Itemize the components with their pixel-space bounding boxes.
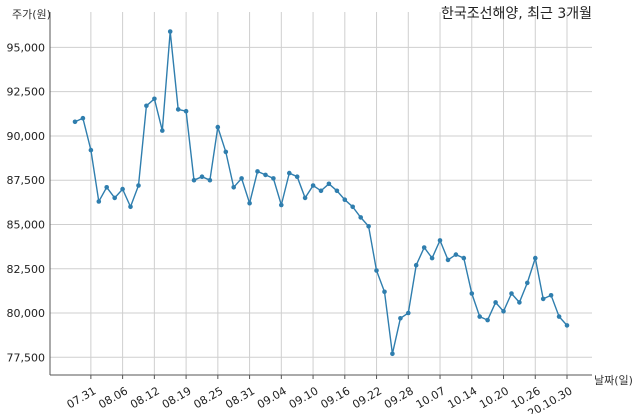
data-point: [152, 96, 157, 102]
data-point: [390, 351, 395, 357]
data-point: [215, 124, 221, 130]
data-point: [437, 238, 443, 243]
data-point: [382, 289, 387, 295]
data-point: [247, 200, 252, 206]
x-tick-label: 08.19: [160, 384, 194, 411]
data-point: [461, 255, 467, 261]
data-point: [366, 224, 371, 229]
data-point: [540, 296, 546, 302]
y-tick-label: 80,000: [7, 307, 46, 320]
data-point: [564, 323, 570, 328]
data-point: [112, 195, 117, 201]
data-point: [231, 185, 236, 190]
y-tick-label: 95,000: [7, 41, 46, 54]
x-tick-label: 08.12: [128, 384, 162, 411]
data-point: [413, 262, 419, 268]
data-point: [318, 188, 324, 194]
data-point: [429, 255, 435, 261]
data-point: [199, 174, 205, 179]
data-point: [104, 185, 109, 190]
y-tick-label: 92,500: [7, 86, 46, 99]
data-point: [96, 199, 102, 204]
data-point: [493, 300, 498, 305]
data-point: [477, 314, 483, 319]
data-point: [398, 316, 403, 321]
x-tick-label: 09.16: [319, 384, 353, 411]
data-point: [72, 119, 78, 125]
x-tick-label: 08.25: [192, 384, 226, 411]
data-point: [167, 29, 173, 34]
data-point: [358, 215, 364, 220]
data-point: [183, 108, 189, 114]
data-point: [350, 204, 356, 210]
data-point: [207, 177, 213, 183]
data-point: [374, 268, 379, 273]
chart-title: 한국조선해양, 최근 3개월: [441, 6, 592, 22]
data-point: [342, 197, 348, 202]
y-tick-label: 90,000: [7, 130, 46, 143]
data-point: [144, 103, 149, 109]
data-point: [80, 115, 86, 121]
data-point: [263, 172, 268, 178]
data-point: [556, 314, 562, 319]
x-tick-label: 09.22: [350, 384, 384, 411]
data-point: [223, 149, 229, 155]
data-point: [160, 128, 165, 133]
y-axis-label: 주가(원): [12, 8, 51, 21]
data-point: [255, 169, 260, 174]
data-point: [294, 174, 300, 179]
x-tick-label: 09.28: [382, 384, 416, 411]
x-tick-label: 10.14: [445, 384, 479, 411]
data-point: [445, 257, 451, 263]
data-point: [310, 183, 316, 188]
y-tick-label: 85,000: [7, 218, 46, 231]
x-tick-label: 07.31: [65, 384, 99, 411]
x-tick-label: 08.31: [223, 384, 257, 411]
y-tick-label: 87,500: [7, 174, 46, 187]
data-point: [128, 204, 133, 210]
data-point: [279, 202, 284, 208]
x-tick-label: 09.04: [255, 384, 289, 411]
data-point: [406, 310, 411, 316]
data-point: [525, 280, 530, 286]
data-point: [191, 177, 197, 183]
data-point: [302, 195, 308, 201]
data-point: [548, 293, 554, 298]
x-axis-label: 날짜(일): [594, 373, 633, 387]
data-point: [501, 309, 506, 314]
data-point: [517, 300, 522, 305]
data-point: [175, 107, 181, 112]
data-point: [136, 183, 141, 188]
data-point: [421, 245, 427, 250]
x-tick-labels: 07.3108.0608.1208.1908.2508.3109.0409.10…: [65, 384, 575, 414]
data-point: [509, 291, 514, 296]
data-point: [326, 181, 332, 187]
y-tick-label: 77,500: [7, 351, 46, 364]
data-point: [271, 176, 276, 181]
y-tick-label: 82,500: [7, 263, 46, 276]
data-point: [120, 186, 125, 192]
data-point: [469, 291, 475, 296]
data-point: [239, 176, 244, 181]
data-point: [287, 170, 292, 176]
data-point: [453, 252, 459, 257]
y-tick-labels: 77,500 80,000 82,500 85,000 87,500 90,000 92,5…: [7, 41, 46, 364]
data-point: [533, 255, 538, 261]
data-point: [485, 317, 490, 323]
x-tick-label: 09.10: [287, 384, 321, 411]
x-tick-label: 08.06: [96, 384, 130, 411]
data-points: [72, 29, 570, 357]
x-tick-label: 10.07: [414, 384, 448, 411]
gridlines: [50, 12, 592, 379]
data-point: [88, 147, 94, 153]
data-point: [334, 188, 340, 194]
x-tick-label: 10.20: [477, 384, 511, 411]
